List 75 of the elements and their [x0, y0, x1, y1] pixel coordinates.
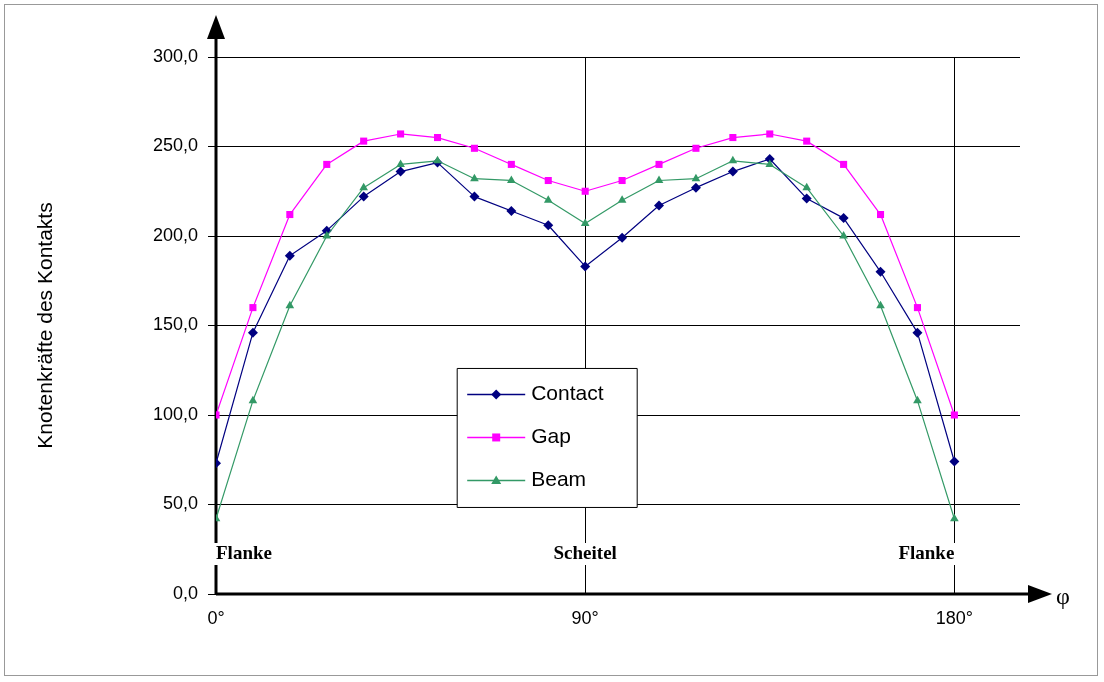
point	[729, 134, 737, 142]
point	[654, 200, 665, 211]
point	[692, 144, 700, 152]
point	[913, 395, 922, 404]
point	[285, 300, 295, 309]
point	[395, 166, 406, 177]
point	[506, 205, 517, 216]
y-tick-label: 50,0	[162, 493, 198, 514]
point	[543, 195, 553, 203]
point	[727, 166, 738, 177]
point	[875, 266, 886, 277]
point	[690, 182, 701, 193]
point	[801, 193, 812, 204]
y-tick-label: 100,0	[152, 403, 198, 424]
point	[580, 261, 591, 272]
point	[323, 160, 331, 168]
point	[248, 395, 258, 404]
y-tick-label: 250,0	[152, 135, 198, 156]
point	[839, 231, 848, 239]
x-tick-label: 0°	[207, 607, 225, 628]
point	[765, 159, 775, 167]
x-axis-title: φ	[1056, 583, 1070, 610]
point	[396, 159, 405, 167]
point	[469, 191, 480, 202]
annotation: Scheitel	[553, 541, 617, 563]
point	[249, 304, 257, 312]
point	[359, 182, 368, 191]
point	[284, 250, 295, 261]
point	[433, 155, 442, 164]
point	[247, 327, 258, 338]
point	[617, 195, 627, 203]
annotation: Flanke	[216, 541, 272, 563]
point	[286, 210, 294, 219]
point	[507, 175, 516, 184]
x-tick-label: 90°	[571, 607, 599, 628]
legend-label: Beam	[531, 467, 587, 491]
y-axis-title: Knotenkräfte des Kontakts	[33, 202, 57, 449]
point	[433, 134, 442, 142]
point	[950, 411, 958, 419]
point	[654, 175, 664, 184]
point	[544, 176, 552, 185]
point	[802, 182, 812, 191]
point	[617, 232, 628, 243]
point	[913, 304, 921, 312]
point	[618, 176, 626, 185]
point	[950, 513, 959, 522]
point	[728, 155, 738, 164]
point	[840, 160, 848, 168]
annotation: Flanke	[898, 541, 955, 563]
point	[949, 456, 960, 467]
point	[322, 231, 332, 239]
y-tick-label: 0,0	[172, 582, 198, 603]
point	[397, 130, 405, 138]
point	[838, 213, 849, 224]
point	[470, 144, 478, 152]
point	[580, 218, 590, 226]
point	[876, 300, 885, 309]
point	[543, 220, 554, 231]
x-tick-label: 180°	[935, 607, 973, 628]
point	[766, 130, 774, 138]
point	[581, 187, 589, 195]
point	[507, 160, 515, 168]
y-tick-label: 200,0	[152, 224, 198, 245]
point	[803, 137, 811, 145]
point	[655, 160, 663, 168]
point	[877, 210, 885, 219]
point	[360, 137, 368, 145]
point	[358, 191, 369, 202]
point	[470, 173, 479, 182]
point	[691, 173, 701, 182]
legend-label: Gap	[531, 424, 571, 448]
legend-label: Contact	[531, 381, 604, 405]
y-tick-label: 300,0	[152, 45, 198, 66]
y-tick-label: 150,0	[152, 314, 198, 335]
point	[912, 327, 923, 338]
